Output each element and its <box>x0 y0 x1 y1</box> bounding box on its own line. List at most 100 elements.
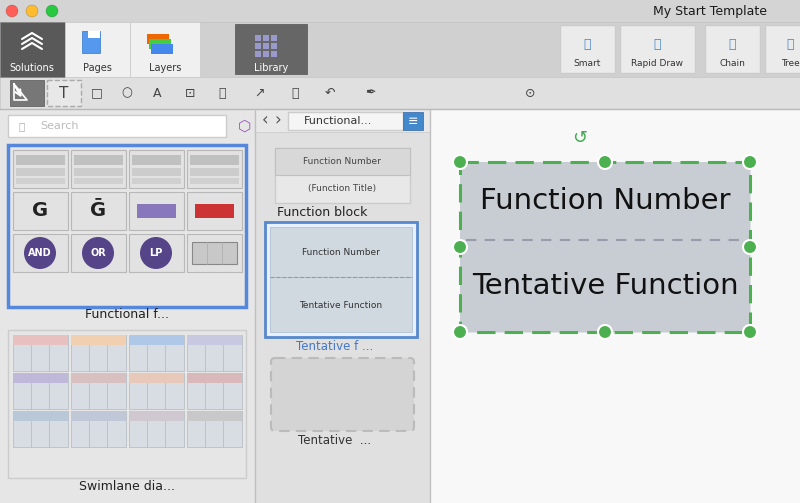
Bar <box>235 24 307 74</box>
Text: Swimlane dia...: Swimlane dia... <box>79 480 175 493</box>
Bar <box>71 411 126 447</box>
Text: Solutions: Solutions <box>10 63 54 73</box>
Bar <box>129 335 184 345</box>
Text: Layers: Layers <box>149 63 181 73</box>
Bar <box>255 109 430 503</box>
Bar <box>71 335 126 345</box>
Circle shape <box>140 237 172 269</box>
Bar <box>74 168 123 176</box>
Text: Functional...: Functional... <box>304 116 372 126</box>
Bar <box>190 178 239 184</box>
Bar <box>271 35 277 41</box>
Text: ⬛: ⬛ <box>583 38 590 50</box>
Bar <box>255 51 261 57</box>
Bar <box>8 115 226 137</box>
Bar <box>263 35 269 41</box>
Text: Function block: Function block <box>277 207 367 219</box>
Text: Ḡ: Ḡ <box>90 202 106 220</box>
Bar <box>8 330 246 478</box>
Text: Tentative  ...: Tentative ... <box>298 434 371 447</box>
Bar <box>74 155 123 165</box>
Text: G: G <box>32 202 48 220</box>
Bar <box>132 178 181 184</box>
Text: Smart: Smart <box>574 58 601 67</box>
Bar <box>71 411 126 421</box>
Text: Functional f...: Functional f... <box>85 308 169 321</box>
Text: Tentative f ...: Tentative f ... <box>296 341 374 354</box>
Bar <box>187 234 242 272</box>
Text: Function Number: Function Number <box>303 157 381 166</box>
Bar <box>16 168 65 176</box>
Bar <box>129 411 184 447</box>
Bar <box>187 411 242 421</box>
Text: ⬛: ⬛ <box>654 38 661 50</box>
Circle shape <box>82 237 114 269</box>
Bar <box>129 373 184 409</box>
Bar <box>149 39 171 49</box>
Bar <box>263 43 269 49</box>
Bar <box>129 373 184 383</box>
Bar <box>430 109 800 503</box>
Text: T: T <box>59 86 69 101</box>
Bar <box>65 22 130 77</box>
Bar <box>271 43 277 49</box>
Bar <box>195 204 234 218</box>
Text: Function Number: Function Number <box>480 187 730 215</box>
Circle shape <box>453 155 467 169</box>
Bar <box>13 373 68 409</box>
Bar <box>187 150 242 188</box>
Bar <box>265 222 417 337</box>
Bar <box>129 192 184 230</box>
Bar <box>129 335 184 371</box>
Bar <box>8 145 246 307</box>
Bar <box>620 25 695 73</box>
Bar <box>0 77 800 109</box>
Bar <box>187 373 242 409</box>
Bar <box>275 148 410 203</box>
Bar <box>0 22 800 77</box>
Bar <box>10 80 44 106</box>
Bar <box>0 109 255 503</box>
Bar <box>271 51 277 57</box>
Text: Tentative Function: Tentative Function <box>299 300 382 309</box>
Bar <box>13 411 68 421</box>
Bar <box>13 335 68 345</box>
Circle shape <box>24 237 56 269</box>
Bar <box>0 0 800 22</box>
Bar <box>71 234 126 272</box>
Text: Library: Library <box>254 63 288 73</box>
Circle shape <box>46 5 58 17</box>
Text: ⊡: ⊡ <box>185 87 195 100</box>
Text: OR: OR <box>90 248 106 258</box>
Bar <box>132 168 181 176</box>
Text: A: A <box>153 87 162 100</box>
Circle shape <box>453 325 467 339</box>
Bar <box>13 335 68 371</box>
Bar <box>765 25 800 73</box>
Bar <box>190 155 239 165</box>
Bar <box>47 80 81 106</box>
Circle shape <box>743 325 757 339</box>
Bar <box>13 192 68 230</box>
Text: ⌒: ⌒ <box>291 87 298 100</box>
Bar <box>705 25 760 73</box>
Bar <box>129 234 184 272</box>
Bar <box>187 335 242 345</box>
Text: ⬡: ⬡ <box>238 119 252 133</box>
Bar <box>187 411 242 447</box>
FancyBboxPatch shape <box>271 358 414 431</box>
Bar <box>460 162 750 332</box>
Bar <box>71 192 126 230</box>
Bar <box>255 109 430 132</box>
Circle shape <box>743 240 757 254</box>
Bar <box>275 148 410 175</box>
Bar <box>192 242 237 264</box>
Text: (Function Title): (Function Title) <box>308 185 376 194</box>
Bar <box>187 373 242 383</box>
Text: □: □ <box>91 87 103 100</box>
Bar <box>147 34 169 44</box>
Text: Pages: Pages <box>82 63 111 73</box>
Bar <box>132 155 181 165</box>
Circle shape <box>743 155 757 169</box>
Bar <box>270 277 412 332</box>
